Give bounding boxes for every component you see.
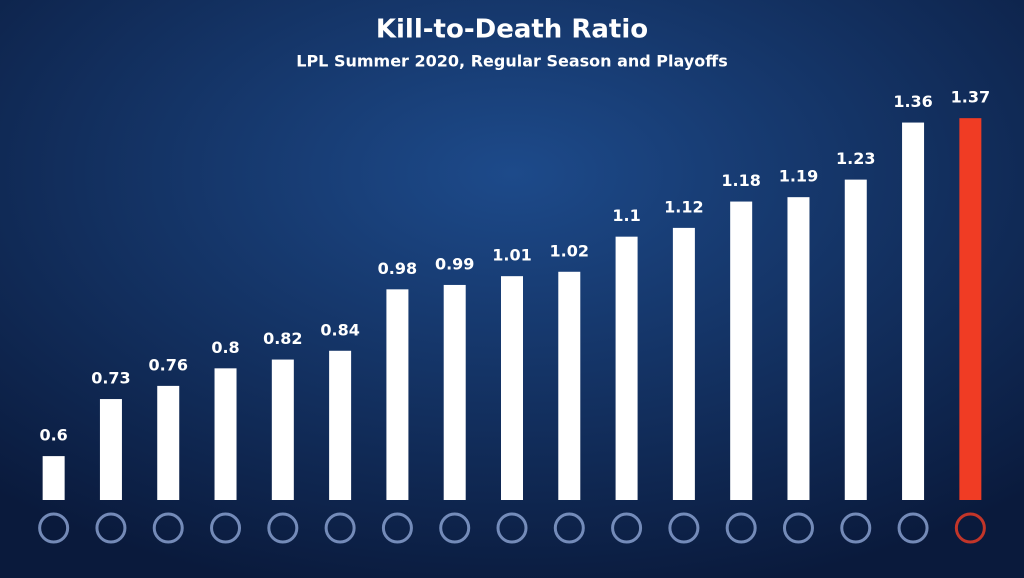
team-logo [611, 512, 643, 544]
chart-subtitle: LPL Summer 2020, Regular Season and Play… [296, 52, 727, 71]
bar [615, 236, 638, 500]
team-logo [324, 512, 356, 544]
bar [844, 179, 867, 500]
bar [329, 350, 352, 500]
team-logo [897, 512, 929, 544]
value-label: 0.76 [148, 355, 187, 374]
value-label: 0.6 [39, 426, 67, 445]
bar [959, 118, 982, 501]
value-label: 0.73 [91, 369, 130, 388]
value-label: 1.1 [612, 206, 640, 225]
team-logo [439, 512, 471, 544]
bar [558, 271, 581, 500]
value-label: 1.23 [836, 149, 875, 168]
team-logo [782, 512, 814, 544]
bar [902, 122, 925, 501]
bar [672, 227, 695, 500]
bar [99, 399, 122, 500]
bar [787, 197, 810, 500]
team-logo [38, 512, 70, 544]
value-label: 0.8 [211, 338, 239, 357]
value-label: 0.99 [435, 254, 474, 273]
value-label: 1.01 [492, 246, 531, 265]
value-label: 1.18 [721, 171, 760, 190]
team-logo [152, 512, 184, 544]
team-logo [553, 512, 585, 544]
team-logo [840, 512, 872, 544]
team-logo [668, 512, 700, 544]
bar [157, 385, 180, 500]
value-label: 1.02 [550, 241, 589, 260]
bar [271, 359, 294, 500]
value-label: 1.37 [951, 88, 990, 107]
bar [386, 289, 409, 500]
team-logo [725, 512, 757, 544]
team-logo [496, 512, 528, 544]
value-label: 0.82 [263, 329, 302, 348]
team-logo [954, 512, 986, 544]
value-label: 0.84 [320, 320, 359, 339]
bar [730, 201, 753, 501]
team-logo [210, 512, 242, 544]
team-logo [95, 512, 127, 544]
value-label: 1.19 [779, 167, 818, 186]
bar [501, 276, 523, 500]
value-label: 1.12 [664, 197, 703, 216]
chart-title: Kill-to-Death Ratio [376, 15, 648, 45]
team-logo [381, 512, 413, 544]
bar [214, 368, 237, 500]
bar [443, 284, 466, 500]
value-label: 1.36 [893, 92, 932, 111]
value-label: 0.98 [378, 259, 417, 278]
team-logo [267, 512, 299, 544]
bar [42, 456, 65, 500]
